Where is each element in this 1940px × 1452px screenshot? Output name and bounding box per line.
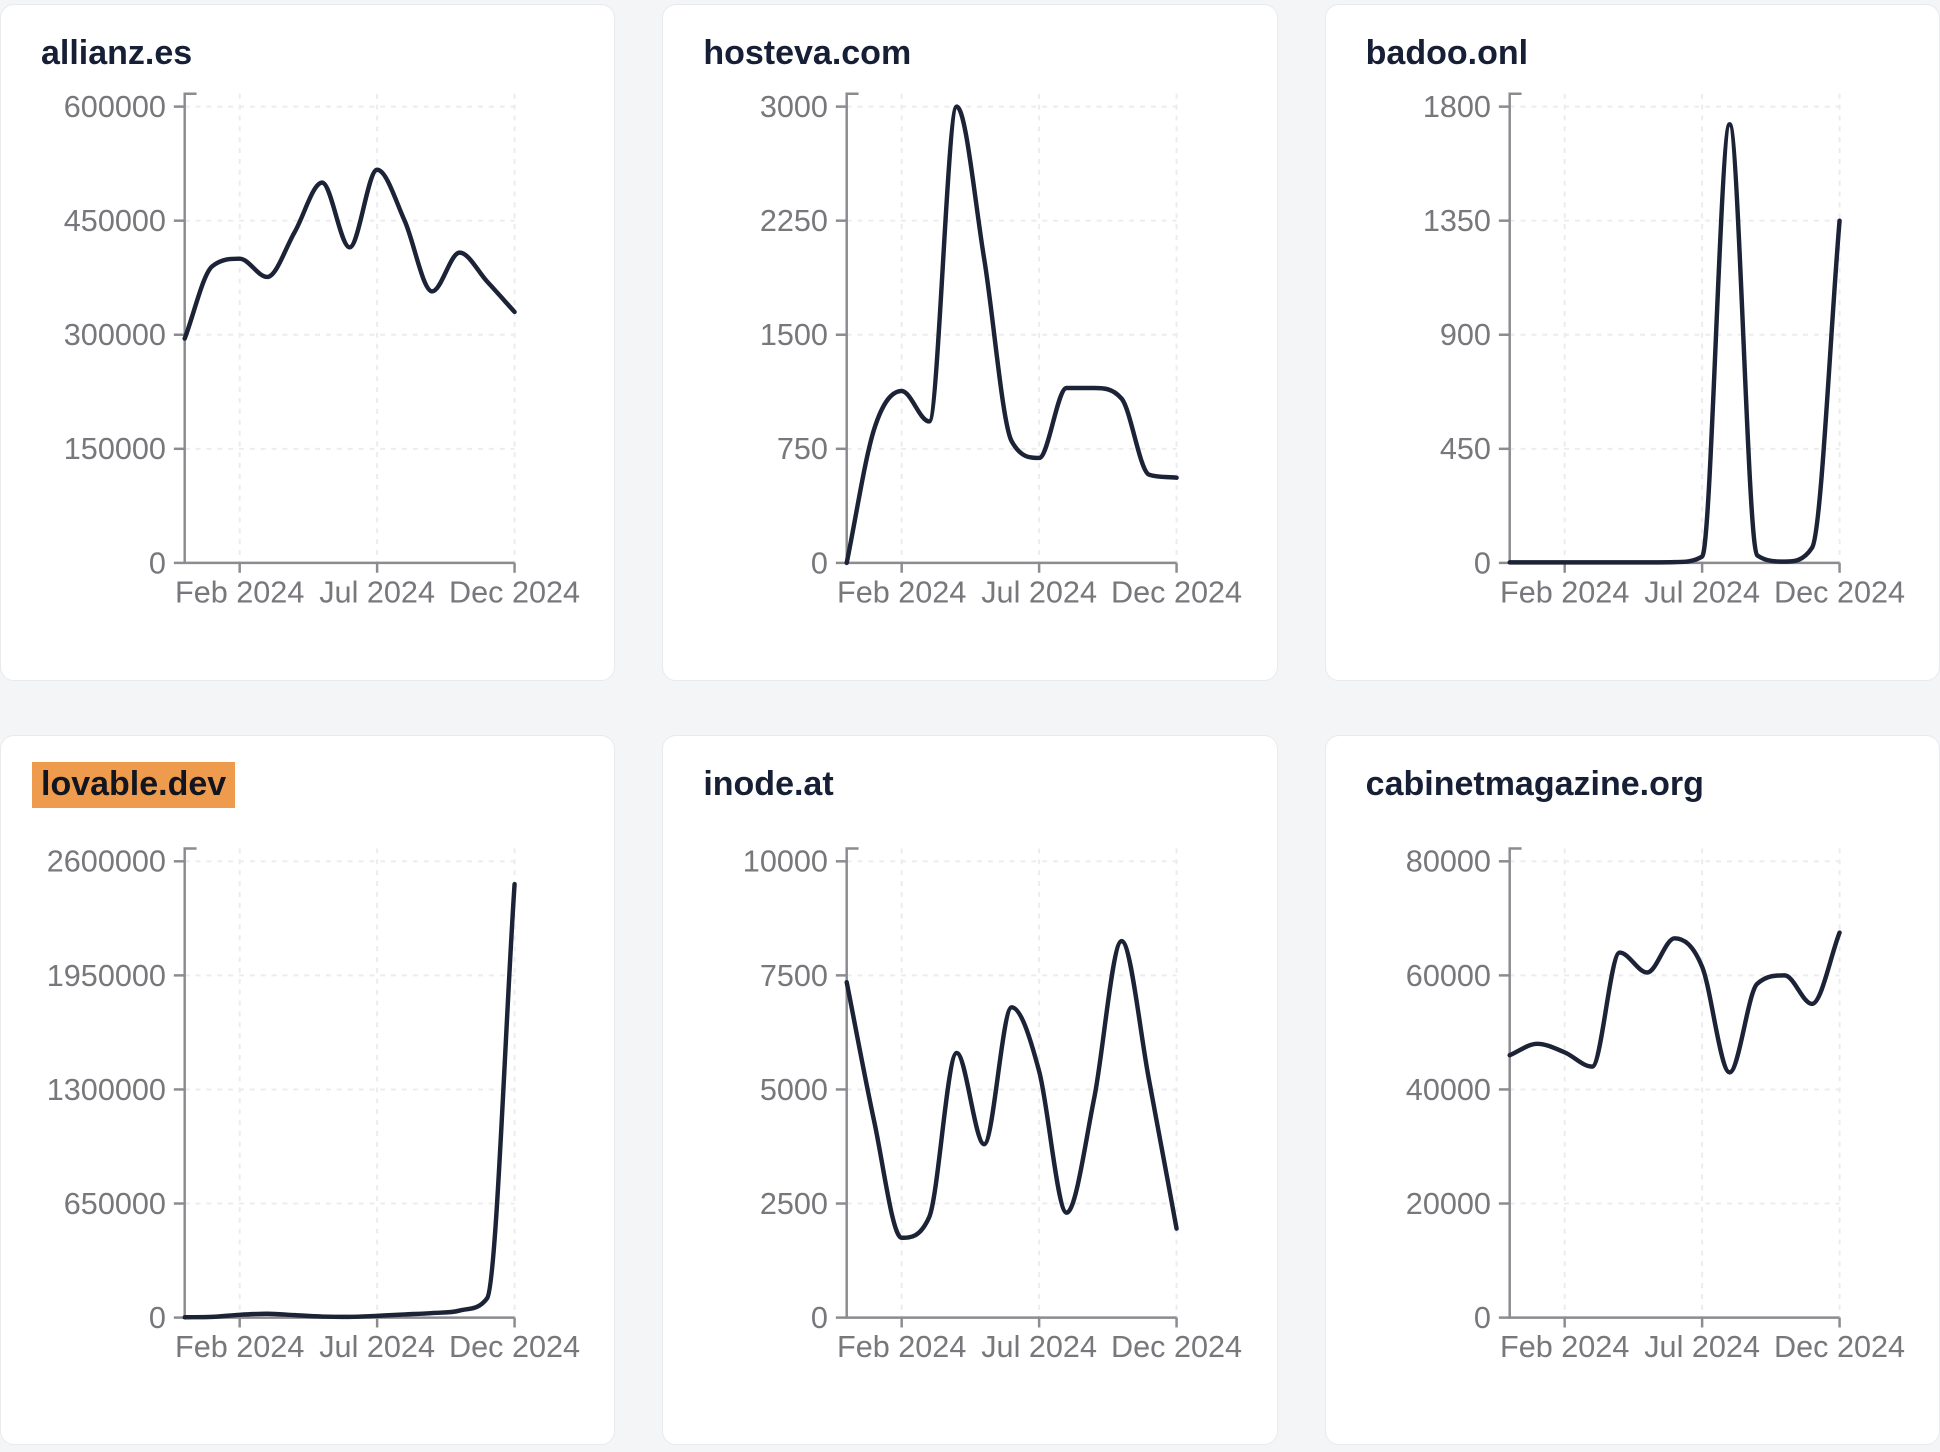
line-chart: 0 450 900 1350 1800 Feb 2024 Jul 2024 Dec 2024 [1422, 90, 1904, 609]
x-axis-tick-label: Feb 2024 [837, 1330, 966, 1364]
y-axis-tick-label: 1800 [1422, 90, 1490, 124]
chart-card-allianz-es: allianz.es 0 150000 300000 450000 600000 Feb 2… [0, 4, 616, 681]
y-axis-tick-label: 2500 [760, 1187, 828, 1221]
axis [1498, 92, 1841, 573]
axis-labels: 0 750 1500 2250 3000 Feb 2024 Jul 2024 Dec 2024 [760, 90, 1242, 609]
y-axis-tick-label: 0 [149, 546, 166, 580]
x-axis-tick-label: Dec 2024 [1774, 1330, 1905, 1364]
x-axis-tick-label: Jul 2024 [1644, 1330, 1760, 1364]
line-chart: 0 20000 40000 60000 80000 Feb 2024 Jul 2024 Dec… [1405, 845, 1904, 1364]
chart-title: lovable.dev [32, 762, 584, 808]
y-axis-tick-label: 750 [777, 432, 828, 466]
y-axis-tick-label: 60000 [1405, 959, 1490, 993]
series-line [844, 104, 1180, 566]
y-axis-tick-label: 1300000 [47, 1073, 166, 1107]
y-axis-tick-label: 650000 [64, 1187, 166, 1221]
y-axis-tick-label: 0 [1474, 1301, 1491, 1335]
x-axis-tick-label: Dec 2024 [1774, 575, 1905, 609]
y-axis-tick-label: 5000 [760, 1073, 828, 1107]
y-axis-tick-label: 900 [1440, 318, 1491, 352]
y-axis-tick-label: 2250 [760, 204, 828, 238]
chart-title: badoo.onl [1366, 31, 1909, 75]
x-axis-tick-label: Jul 2024 [319, 575, 435, 609]
y-axis-tick-label: 1350 [1422, 204, 1490, 238]
gridlines [847, 848, 1178, 1318]
y-axis-tick-label: 80000 [1405, 845, 1490, 879]
gridlines [1509, 848, 1841, 1318]
x-axis-tick-label: Jul 2024 [982, 1330, 1098, 1364]
y-axis-tick-label: 40000 [1405, 1073, 1490, 1107]
x-axis-tick-label: Feb 2024 [1500, 575, 1629, 609]
axis [836, 847, 1179, 1328]
axis-labels: 0 450 900 1350 1800 Feb 2024 Jul 2024 Dec 2024 [1422, 90, 1904, 609]
chart-title: cabinetmagazine.org [1366, 762, 1909, 806]
y-axis-tick-label: 0 [811, 1301, 828, 1335]
chart-card-hosteva-com: hosteva.com 0 750 1500 2250 3000 Feb 2024 Jul 2… [662, 4, 1278, 681]
axis [173, 847, 516, 1328]
chart-title: hosteva.com [703, 31, 1246, 75]
series-line [844, 938, 1180, 1240]
axis [836, 92, 1179, 573]
gridlines [1509, 93, 1841, 563]
axis-labels: 0 650000 1300000 1950000 2600000 Feb 2024 Jul … [47, 845, 580, 1364]
chart-title: allianz.es [41, 31, 584, 75]
y-axis-tick-label: 450 [1440, 432, 1491, 466]
series-line [1507, 122, 1842, 565]
y-axis-tick-label: 0 [811, 546, 828, 580]
x-axis-tick-label: Dec 2024 [449, 575, 580, 609]
axis-labels: 0 150000 300000 450000 600000 Feb 2024 Jul 202… [64, 90, 580, 609]
domain-label: badoo.onl [1365, 34, 1529, 72]
line-chart: 0 650000 1300000 1950000 2600000 Feb 2024 Jul … [47, 845, 580, 1364]
y-axis-tick-label: 20000 [1405, 1187, 1490, 1221]
x-axis-tick-label: Dec 2024 [1111, 575, 1242, 609]
gridlines [184, 93, 516, 563]
domain-label: allianz.es [41, 34, 193, 72]
y-axis-tick-label: 450000 [64, 204, 166, 238]
x-axis-tick-label: Jul 2024 [319, 1330, 435, 1364]
y-axis-tick-label: 2600000 [47, 845, 166, 879]
chart-card-lovable-dev: lovable.dev 0 650000 1300000 1950000 2600000 F… [0, 735, 616, 1445]
chart-title: inode.at [703, 762, 1246, 806]
y-axis-tick-label: 600000 [64, 90, 166, 124]
chart-card-inode-at: inode.at 0 2500 5000 7500 10000 Feb 2024 Jul 20… [662, 735, 1278, 1445]
gridlines [184, 848, 516, 1318]
y-axis-tick-label: 0 [1474, 546, 1491, 580]
x-axis-tick-label: Feb 2024 [1500, 1330, 1629, 1364]
y-axis-tick-label: 0 [149, 1301, 166, 1335]
axis-labels: 0 20000 40000 60000 80000 Feb 2024 Jul 2024 Dec… [1405, 845, 1904, 1364]
domain-label: cabinetmagazine.org [1365, 765, 1704, 803]
x-axis-tick-label: Jul 2024 [1644, 575, 1760, 609]
x-axis-tick-label: Feb 2024 [175, 1330, 304, 1364]
axis [1498, 847, 1841, 1328]
series-line [182, 881, 517, 1320]
x-axis-tick-label: Jul 2024 [982, 575, 1098, 609]
axis-labels: 0 2500 5000 7500 10000 Feb 2024 Jul 2024 Dec 20… [743, 845, 1242, 1364]
axis [173, 92, 516, 573]
x-axis-tick-label: Feb 2024 [175, 575, 304, 609]
highlighted-domain-label: lovable.dev [32, 762, 236, 808]
y-axis-tick-label: 3000 [760, 90, 828, 124]
domain-label: hosteva.com [703, 34, 912, 72]
series-line [1507, 930, 1842, 1075]
x-axis-tick-label: Dec 2024 [1111, 1330, 1242, 1364]
line-chart: 0 2500 5000 7500 10000 Feb 2024 Jul 2024 Dec 20… [743, 845, 1242, 1364]
chart-card-cabinetmagazine-org: cabinetmagazine.org 0 20000 40000 60000 80000… [1324, 735, 1940, 1445]
y-axis-tick-label: 10000 [743, 845, 828, 879]
chart-card-badoo-onl: badoo.onl 0 450 900 1350 1800 Feb 2024 Jul 2024… [1324, 4, 1940, 681]
y-axis-tick-label: 7500 [760, 959, 828, 993]
y-axis-tick-label: 150000 [64, 432, 166, 466]
x-axis-tick-label: Feb 2024 [837, 575, 966, 609]
y-axis-tick-label: 1950000 [47, 959, 166, 993]
line-chart: 0 150000 300000 450000 600000 Feb 2024 Jul 202… [64, 90, 580, 609]
y-axis-tick-label: 300000 [64, 318, 166, 352]
x-axis-tick-label: Dec 2024 [449, 1330, 580, 1364]
y-axis-tick-label: 1500 [760, 318, 828, 352]
domain-label: inode.at [703, 765, 834, 803]
gridlines [847, 93, 1178, 563]
line-chart: 0 750 1500 2250 3000 Feb 2024 Jul 2024 Dec 2024 [760, 90, 1242, 609]
series-line [182, 167, 517, 341]
